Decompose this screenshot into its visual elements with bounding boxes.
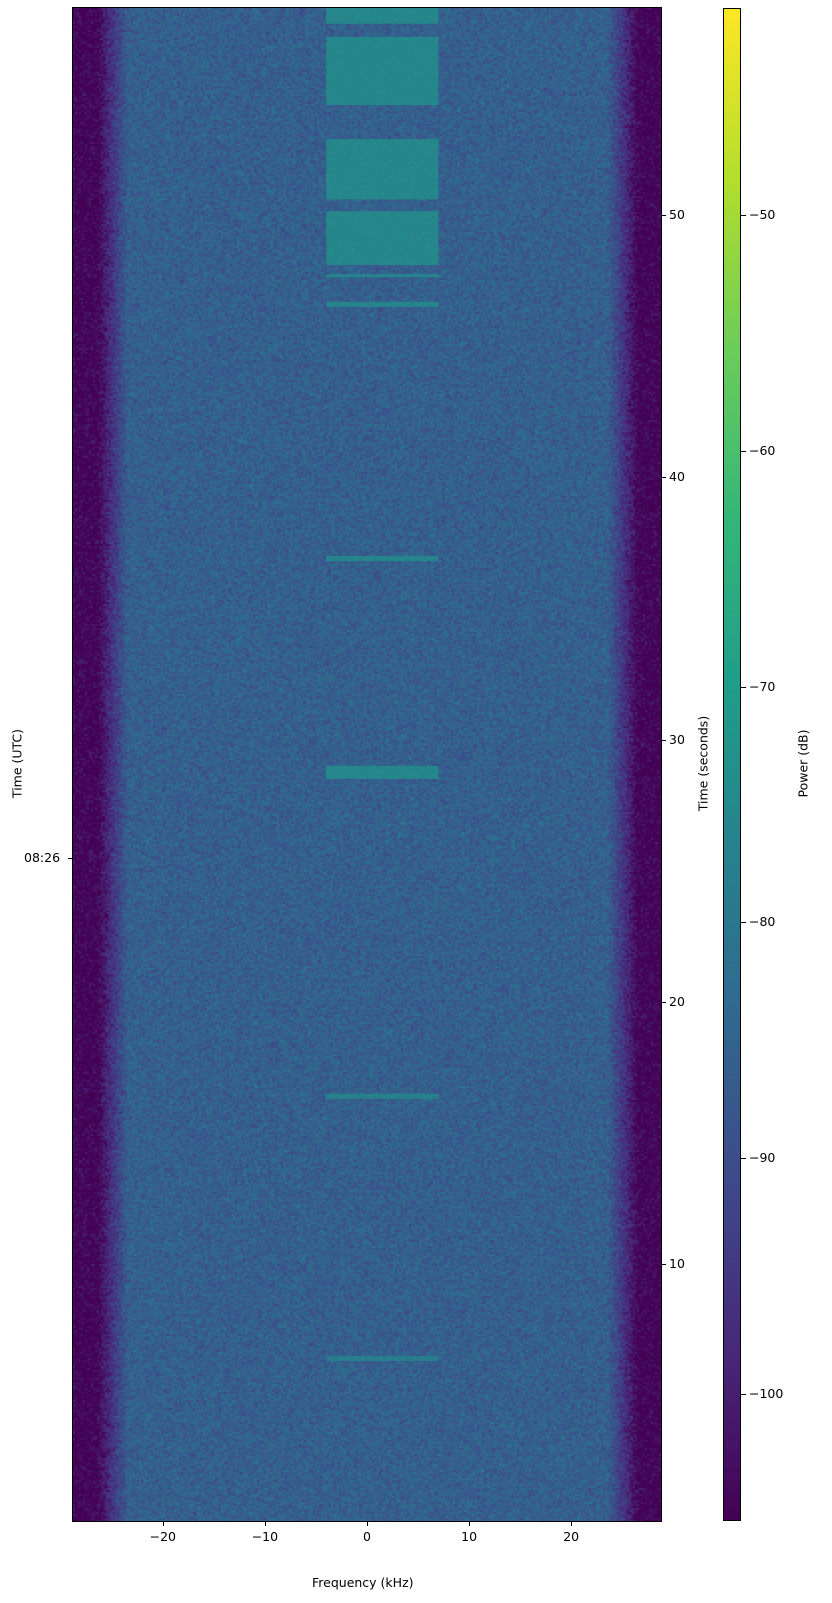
spectrogram-plot: [73, 8, 661, 1521]
y-right-tick-label: 10: [669, 1256, 685, 1271]
signal-burst: [326, 302, 438, 307]
y-right-tick-mark: [661, 215, 666, 216]
colorbar-tick-mark: [741, 451, 746, 452]
x-tick-mark: [571, 1521, 572, 1526]
y-right-tick-label: 20: [669, 994, 685, 1009]
x-tick-label: 0: [347, 1529, 387, 1544]
y-left-tick-label: 08:26: [24, 850, 60, 865]
signal-burst: [326, 8, 438, 24]
colorbar-tick-label: −80: [749, 914, 775, 929]
colorbar-label: Power (dB): [796, 724, 811, 804]
colorbar-tick-mark: [741, 215, 746, 216]
y-left-tick-mark: [68, 858, 73, 859]
signal-burst: [326, 766, 438, 779]
y-right-tick-label: 50: [669, 207, 685, 222]
signal-burst: [326, 274, 438, 277]
x-tick-mark: [469, 1521, 470, 1526]
x-tick-label: 20: [551, 1529, 591, 1544]
y-axis-right-label: Time (seconds): [696, 709, 711, 819]
signal-burst: [326, 1356, 438, 1361]
signal-burst: [326, 139, 438, 199]
x-tick-label: −10: [245, 1529, 285, 1544]
y-right-tick-mark: [661, 477, 666, 478]
y-right-tick-mark: [661, 740, 666, 741]
signal-burst: [326, 556, 438, 561]
colorbar-tick-label: −100: [749, 1386, 783, 1401]
signal-burst: [326, 1094, 438, 1099]
y-axis-left-label: Time (UTC): [10, 719, 25, 809]
colorbar-tick-label: −90: [749, 1150, 775, 1165]
x-tick-mark: [367, 1521, 368, 1526]
y-right-tick-mark: [661, 1264, 666, 1265]
y-right-tick-label: 40: [669, 469, 685, 484]
x-tick-mark: [265, 1521, 266, 1526]
colorbar-tick-mark: [741, 687, 746, 688]
y-right-tick-mark: [661, 1002, 666, 1003]
colorbar-tick-label: −60: [749, 443, 775, 458]
x-axis-label: Frequency (kHz): [312, 1575, 414, 1590]
colorbar-tick-mark: [741, 1394, 746, 1395]
x-tick-mark: [163, 1521, 164, 1526]
colorbar-tick-label: −70: [749, 679, 775, 694]
y-right-tick-label: 30: [669, 732, 685, 747]
x-tick-label: 10: [449, 1529, 489, 1544]
x-tick-label: −20: [143, 1529, 183, 1544]
signal-burst: [326, 37, 438, 105]
signal-bursts-layer: [73, 8, 661, 1521]
signal-burst: [326, 211, 438, 265]
colorbar-tick-mark: [741, 922, 746, 923]
colorbar: [723, 8, 741, 1521]
colorbar-tick-label: −50: [749, 207, 775, 222]
colorbar-tick-mark: [741, 1158, 746, 1159]
